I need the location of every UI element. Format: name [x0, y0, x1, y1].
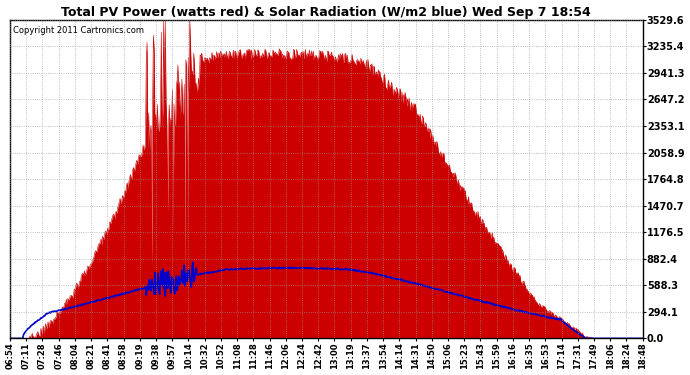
- Text: Copyright 2011 Cartronics.com: Copyright 2011 Cartronics.com: [13, 26, 144, 35]
- Title: Total PV Power (watts red) & Solar Radiation (W/m2 blue) Wed Sep 7 18:54: Total PV Power (watts red) & Solar Radia…: [61, 6, 591, 18]
